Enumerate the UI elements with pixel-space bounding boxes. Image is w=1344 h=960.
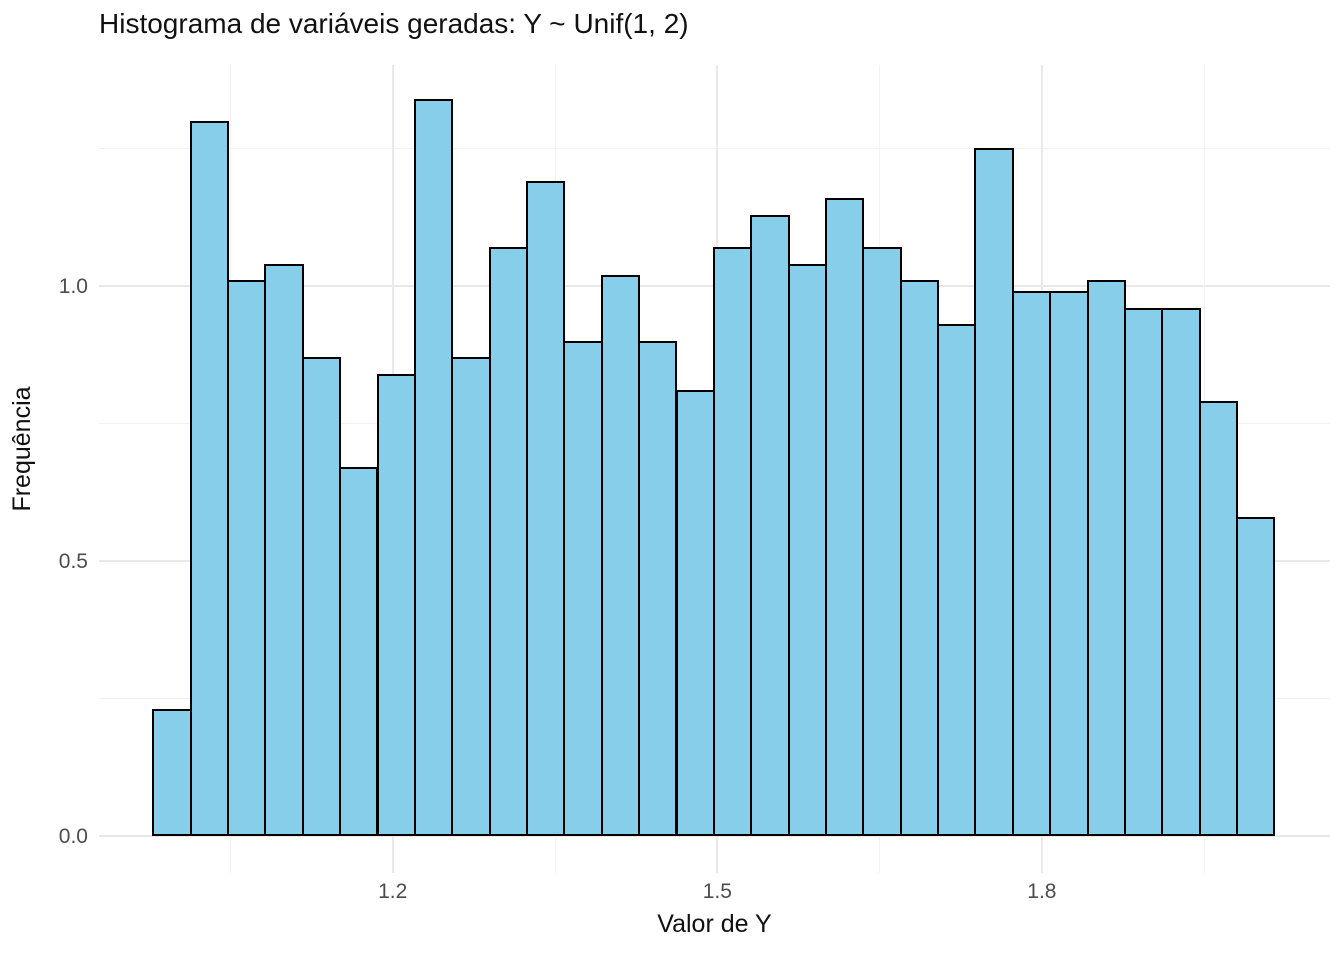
histogram-bar (1086, 280, 1126, 836)
histogram-bar (526, 181, 566, 836)
histogram-bar (600, 275, 641, 836)
x-axis-title: Valor de Y (657, 910, 772, 938)
histogram-bar (376, 374, 416, 836)
x-tick-label-1.8: 1.8 (1027, 880, 1057, 903)
x-tick-label-1.5: 1.5 (702, 880, 732, 903)
histogram-bar (1123, 308, 1164, 836)
histogram-bar (1236, 517, 1276, 836)
histogram-bar (451, 357, 491, 836)
histogram-bar (563, 341, 603, 836)
histogram-bar (1161, 308, 1201, 836)
histogram-bar (152, 709, 192, 836)
histogram-bar (301, 357, 342, 836)
chart-title: Histograma de variáveis geradas: Y ~ Uni… (99, 8, 689, 39)
y-tick-label-0.5: 0.5 (58, 550, 88, 573)
histogram-bar (227, 280, 267, 836)
y-tick-label-1.0: 1.0 (58, 275, 88, 298)
y-tick-label-0.0: 0.0 (58, 825, 88, 848)
minor-gridline-y-1.25 (99, 148, 1330, 149)
histogram-bar (638, 341, 678, 836)
histogram-bar (862, 247, 902, 836)
histogram-bar (1011, 291, 1052, 836)
histogram-bar (488, 247, 528, 836)
histogram-bar (1198, 401, 1239, 836)
histogram-bar (675, 390, 715, 836)
plot-panel (99, 65, 1330, 873)
x-tick-label-1.2: 1.2 (378, 880, 408, 903)
histogram-bar (413, 99, 454, 836)
histogram-bar (339, 467, 379, 836)
histogram-bar (937, 324, 977, 836)
histogram-bar (189, 121, 230, 836)
histogram-bar (825, 198, 865, 836)
histogram-bar (750, 215, 790, 836)
histogram-bar (264, 264, 304, 836)
histogram-bar (899, 280, 940, 836)
y-axis-title: Frequência (8, 386, 36, 512)
histogram-bar (712, 247, 753, 836)
histogram-bar (1049, 291, 1089, 836)
histogram-bar (974, 148, 1014, 836)
histogram-bar (787, 264, 827, 836)
